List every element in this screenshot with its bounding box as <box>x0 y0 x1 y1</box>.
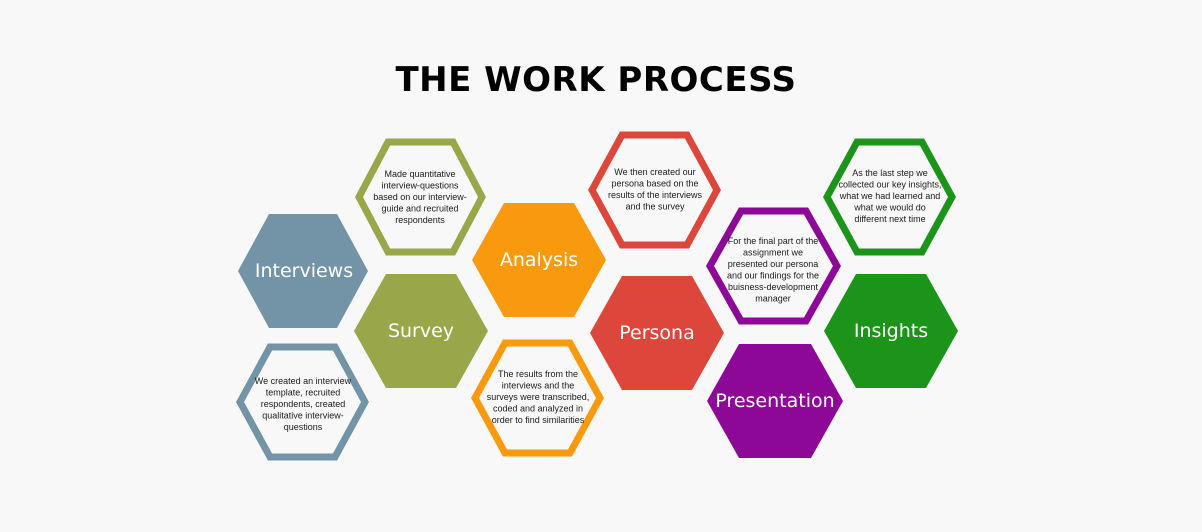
insights-description-line: what we had learned and <box>839 191 941 201</box>
insights-description: As the last step we collected our key ins… <box>838 168 941 224</box>
insights-label: Insights <box>854 320 928 342</box>
presentation-description-hexagon <box>705 207 842 325</box>
interviews-description-line: respondents, created <box>261 399 346 409</box>
interviews-hexagon <box>238 214 368 328</box>
persona-description-line: results of the interviews <box>608 190 703 200</box>
analysis-description-line: interviews and the <box>502 381 575 391</box>
persona-description-line: persona based on the <box>611 179 698 189</box>
insights-description-hexagon <box>823 138 956 256</box>
presentation-hexagon <box>707 344 843 458</box>
step-persona: Persona We then created our persona based… <box>588 131 724 390</box>
insights-description-line: As the last step we <box>852 168 928 178</box>
diagram-title: THE WORK PROCESS <box>395 60 796 100</box>
survey-description-line: respondents <box>395 215 445 225</box>
persona-description-line: We then created our <box>614 167 695 177</box>
analysis-description-line: surveys were transcribed, <box>487 392 590 402</box>
presentation-description-line: buisness-development <box>728 282 819 292</box>
interviews-description-line: template, recruited <box>266 388 341 398</box>
survey-description-hexagon <box>355 138 486 256</box>
insights-description-line: different next time <box>854 214 925 224</box>
presentation-description-line: manager <box>755 294 791 304</box>
analysis-description-line: coded and analyzed in <box>493 404 583 414</box>
presentation-description: For the final part of the assignment we pr… <box>727 236 819 304</box>
survey-description-line: Made quantitative <box>384 169 455 179</box>
survey-description: Made quantitative interview-questions base… <box>373 169 467 225</box>
persona-description-hexagon <box>588 131 721 249</box>
analysis-hexagon <box>472 203 606 317</box>
persona-description-line: and the survey <box>625 202 685 212</box>
step-analysis: Analysis The results from the interviews … <box>471 203 606 457</box>
insights-description-line: what we would do <box>853 203 926 213</box>
survey-description-line: guide and recruited <box>381 204 458 214</box>
presentation-description-line: and our findings for the <box>727 271 819 281</box>
presentation-label: Presentation <box>715 390 834 412</box>
interviews-description: We created an interview template, recruit… <box>255 376 352 432</box>
survey-description-line: based on our interview- <box>373 192 467 202</box>
analysis-description: The results from the interviews and the su… <box>487 369 590 425</box>
step-presentation: Presentation For the final part of the as… <box>705 207 843 458</box>
interviews-description-line: We created an interview <box>255 376 352 386</box>
analysis-description-line: The results from the <box>498 369 578 379</box>
survey-hexagon <box>354 274 488 388</box>
interviews-description-line: qualitative interview- <box>262 411 344 421</box>
interviews-description-line: questions <box>284 422 323 432</box>
persona-label: Persona <box>619 322 695 344</box>
presentation-description-line: presented our persona <box>728 259 819 269</box>
interviews-label: Interviews <box>255 260 353 282</box>
insights-hexagon <box>824 274 958 388</box>
interviews-description-hexagon <box>236 343 369 461</box>
analysis-label: Analysis <box>500 249 578 271</box>
presentation-description-line: assignment we <box>743 248 803 258</box>
persona-description: We then created our persona based on the r… <box>608 167 703 212</box>
survey-label: Survey <box>388 320 454 342</box>
step-survey: Survey Made quantitative interview-questi… <box>354 138 488 388</box>
step-interviews: Interviews We created an interview templa… <box>236 214 369 461</box>
step-insights: Insights As the last step we collected ou… <box>823 138 958 388</box>
survey-description-line: interview-questions <box>381 181 459 191</box>
analysis-description-hexagon <box>471 339 604 457</box>
persona-hexagon <box>590 276 724 390</box>
presentation-description-line: For the final part of the <box>728 236 819 246</box>
analysis-description-line: order to find similarities <box>492 415 585 425</box>
insights-description-line: collected our key insights, <box>838 180 941 190</box>
